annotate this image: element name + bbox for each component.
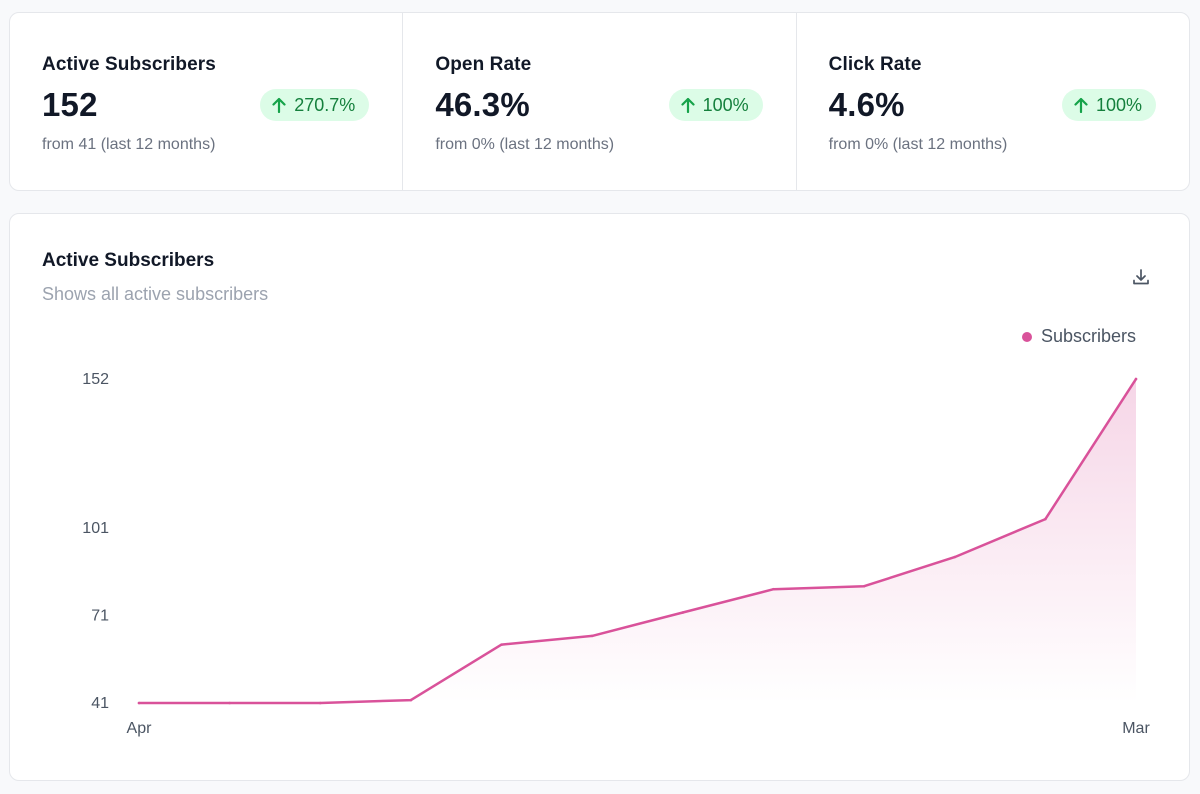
series-points [137,377,1138,705]
data-point[interactable] [862,584,866,588]
stats-card: Active Subscribers 152 from 41 (last 12 … [9,12,1190,191]
stat-comparison: from 0% (last 12 months) [828,136,1008,153]
y-tick-label: 152 [82,371,109,388]
chart-legend[interactable]: Subscribers [1021,326,1136,347]
change-badge: 100% [1061,89,1156,121]
chart-title: Active Subscribers [42,250,215,271]
x-axis: Apr Mar [127,720,1151,737]
legend-label: Subscribers [1040,326,1136,346]
chart-card: Active Subscribers Shows all active subs… [9,213,1190,781]
stat-value: 46.3% [435,86,530,123]
subscribers-chart: 41 71 101 152 Apr Mar [82,371,1151,737]
stat-click-rate: Click Rate 4.6% from 0% (last 12 months)… [797,13,1189,190]
data-point[interactable] [681,611,685,614]
stat-comparison: from 41 (last 12 months) [42,136,216,153]
stat-label: Click Rate [828,54,922,75]
download-button[interactable] [1128,264,1154,290]
x-tick-label: Apr [127,720,153,737]
arrow-up-icon [1074,97,1088,113]
change-badge: 100% [668,89,763,121]
data-point[interactable] [409,698,413,702]
series-line [137,377,1138,705]
arrow-up-icon [272,97,286,113]
data-point[interactable] [318,701,322,705]
y-tick-label: 41 [91,695,109,712]
data-point[interactable] [1134,377,1138,381]
data-point[interactable] [590,634,594,638]
data-point[interactable] [500,643,503,646]
download-icon [1133,269,1149,285]
change-badge: 270.7% [260,89,370,121]
data-point[interactable] [137,701,141,705]
stat-comparison: from 0% (last 12 months) [435,136,615,153]
data-point[interactable] [1044,517,1047,521]
stat-label: Active Subscribers [42,54,216,75]
stat-value: 152 [42,86,98,123]
stat-active-subscribers: Active Subscribers 152 from 41 (last 12 … [10,13,404,190]
y-axis: 41 71 101 152 [82,371,109,712]
arrow-up-icon [681,97,695,113]
change-value: 270.7% [294,94,356,115]
legend-marker [1021,331,1032,342]
data-point[interactable] [772,587,775,591]
change-value: 100% [1095,94,1142,115]
stat-value: 4.6% [828,86,905,123]
change-value: 100% [702,94,749,115]
stat-label: Open Rate [435,54,532,75]
data-point[interactable] [228,701,231,705]
x-tick-label: Mar [1122,720,1150,737]
series-area [139,379,1136,703]
data-point[interactable] [953,555,957,559]
y-tick-label: 101 [82,520,109,537]
stat-open-rate: Open Rate 46.3% from 0% (last 12 months)… [403,13,797,190]
chart-subtitle: Shows all active subscribers [42,284,269,304]
y-tick-label: 71 [91,607,109,624]
